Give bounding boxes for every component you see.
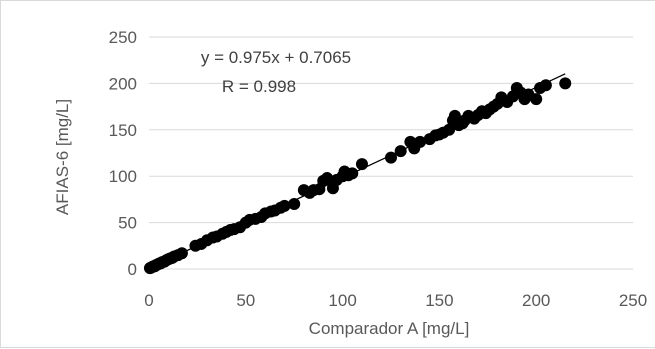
x-tick-label: 50 [236,291,255,310]
data-point [346,167,359,180]
x-tick-label: 100 [328,291,356,310]
gridlines [149,36,633,224]
x-tick-label: 200 [522,291,550,310]
r-value-annotation: R = 0.998 [222,77,296,96]
y-tick-label: 0 [128,260,137,279]
data-point [448,109,461,122]
data-point [321,172,334,185]
data-point [385,151,397,164]
data-point [443,123,456,136]
data-point [559,77,572,90]
y-axis-title: AFIAS-6 [mg/L] [53,99,72,215]
data-point [355,158,368,171]
data-point [278,199,291,212]
x-axis-title: Comparador A [mg/L] [309,319,470,338]
y-tick-label: 250 [109,28,137,47]
equation-annotation: y = 0.975x + 0.7065 [201,48,351,67]
x-tick-label: 0 [144,291,153,310]
y-tick-label: 100 [109,167,137,186]
y-tick-label: 50 [118,214,137,233]
data-point [530,93,543,106]
x-tick-label: 250 [619,291,647,310]
data-point [414,135,427,148]
data-point [394,145,407,158]
data-point [539,79,552,92]
data-point [288,198,301,211]
tick-labels: 0 50 100 150 200 250 0 50 100 150 200 250 [109,28,648,310]
y-tick-label: 200 [109,74,137,93]
x-tick-label: 150 [425,291,453,310]
data-points [143,77,572,275]
y-tick-label: 150 [109,121,137,140]
data-point [175,247,188,260]
